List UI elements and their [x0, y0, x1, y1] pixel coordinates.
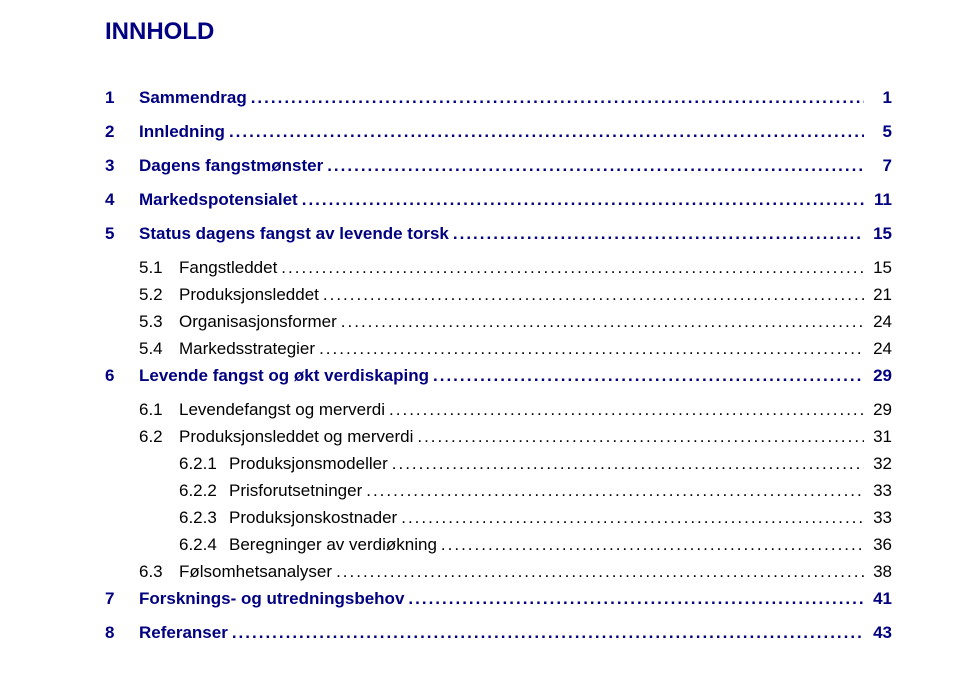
toc-row: 6.2.4Beregninger av verdiøkning 36 [105, 535, 892, 555]
toc-page: 33 [868, 508, 892, 528]
toc-label: Status dagens fangst av levende torsk [139, 224, 449, 244]
toc-row: 7Forsknings- og utredningsbehov 41 [105, 589, 892, 609]
toc-row: 6.2.2Prisforutsetninger 33 [105, 481, 892, 501]
toc-page: 5 [868, 122, 892, 142]
toc-number: 8 [105, 623, 139, 643]
table-of-contents: 1Sammendrag12Innledning53Dagens fangstmø… [105, 88, 892, 643]
toc-row: 4Markedspotensialet 11 [105, 190, 892, 210]
toc-page: 29 [868, 400, 892, 420]
toc-page: 43 [868, 623, 892, 643]
toc-leader [281, 258, 864, 278]
toc-number: 6 [105, 366, 139, 386]
toc-number: 4 [105, 190, 139, 210]
toc-row: 6.2.3Produksjonskostnader 33 [105, 508, 892, 528]
toc-page: 38 [868, 562, 892, 582]
toc-leader [319, 339, 864, 359]
toc-label: Markedspotensialet [139, 190, 298, 210]
toc-number: 5.3 [139, 312, 179, 332]
toc-row: 5.3Organisasjonsformer 24 [105, 312, 892, 332]
toc-leader [229, 122, 864, 142]
toc-leader [389, 400, 864, 420]
toc-leader [341, 312, 864, 332]
toc-page: 36 [868, 535, 892, 555]
toc-label: Levendefangst og merverdi [179, 400, 385, 420]
toc-leader [232, 623, 864, 643]
page-title: INNHOLD [105, 18, 892, 46]
toc-label: Produksjonsleddet og merverdi [179, 427, 413, 447]
toc-label: Organisasjonsformer [179, 312, 337, 332]
toc-number: 6.2.2 [179, 481, 229, 501]
toc-page: 41 [868, 589, 892, 609]
toc-label: Produksjonsmodeller [229, 454, 388, 474]
toc-number: 5.2 [139, 285, 179, 305]
toc-label: Innledning [139, 122, 225, 142]
toc-leader [408, 589, 864, 609]
toc-label: Produksjonskostnader [229, 508, 397, 528]
toc-leader [392, 454, 864, 474]
toc-number: 2 [105, 122, 139, 142]
toc-number: 6.2.4 [179, 535, 229, 555]
toc-page: 1 [868, 88, 892, 108]
toc-label: Markedsstrategier [179, 339, 315, 359]
toc-page: 24 [868, 339, 892, 359]
toc-number: 5.4 [139, 339, 179, 359]
toc-row: 5.2Produksjonsleddet 21 [105, 285, 892, 305]
toc-leader [366, 481, 864, 501]
toc-number: 6.3 [139, 562, 179, 582]
toc-leader [441, 535, 864, 555]
toc-leader [336, 562, 864, 582]
toc-number: 1 [105, 88, 139, 108]
toc-row: 3Dagens fangstmønster 7 [105, 156, 892, 176]
toc-number: 7 [105, 589, 139, 609]
toc-row: 6.2.1Produksjonsmodeller 32 [105, 454, 892, 474]
toc-label: Sammendrag [139, 88, 247, 108]
toc-row: 5Status dagens fangst av levende torsk 15 [105, 224, 892, 244]
toc-label: Prisforutsetninger [229, 481, 362, 501]
toc-label: Fangstleddet [179, 258, 277, 278]
toc-row: 1Sammendrag1 [105, 88, 892, 108]
toc-label: Beregninger av verdiøkning [229, 535, 437, 555]
toc-label: Levende fangst og økt verdiskaping [139, 366, 429, 386]
toc-page: 29 [868, 366, 892, 386]
toc-page: 33 [868, 481, 892, 501]
toc-row: 6.2Produksjonsleddet og merverdi 31 [105, 427, 892, 447]
toc-page: 24 [868, 312, 892, 332]
toc-page: 31 [868, 427, 892, 447]
toc-page: 7 [868, 156, 892, 176]
toc-leader [302, 190, 864, 210]
toc-leader [323, 285, 864, 305]
toc-page: 15 [868, 258, 892, 278]
toc-row: 6.3Følsomhetsanalyser 38 [105, 562, 892, 582]
toc-number: 3 [105, 156, 139, 176]
toc-number: 5.1 [139, 258, 179, 278]
toc-page: 15 [868, 224, 892, 244]
toc-leader [327, 156, 864, 176]
toc-leader [401, 508, 864, 528]
toc-number: 6.1 [139, 400, 179, 420]
toc-label: Dagens fangstmønster [139, 156, 323, 176]
toc-leader [417, 427, 864, 447]
toc-row: 2Innledning 5 [105, 122, 892, 142]
toc-page: 11 [868, 190, 892, 210]
toc-leader [251, 88, 864, 108]
toc-row: 8Referanser 43 [105, 623, 892, 643]
toc-row: 6.1Levendefangst og merverdi 29 [105, 400, 892, 420]
toc-leader [433, 366, 864, 386]
toc-row: 6Levende fangst og økt verdiskaping 29 [105, 366, 892, 386]
toc-number: 5 [105, 224, 139, 244]
toc-row: 5.4Markedsstrategier 24 [105, 339, 892, 359]
toc-label: Produksjonsleddet [179, 285, 319, 305]
toc-label: Referanser [139, 623, 228, 643]
toc-number: 6.2.1 [179, 454, 229, 474]
toc-label: Forsknings- og utredningsbehov [139, 589, 404, 609]
toc-leader [453, 224, 864, 244]
toc-number: 6.2.3 [179, 508, 229, 528]
toc-label: Følsomhetsanalyser [179, 562, 332, 582]
toc-row: 5.1Fangstleddet 15 [105, 258, 892, 278]
toc-page: 32 [868, 454, 892, 474]
toc-number: 6.2 [139, 427, 179, 447]
toc-page: 21 [868, 285, 892, 305]
